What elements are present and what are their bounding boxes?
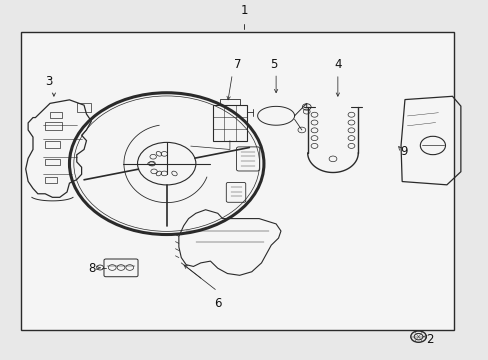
Text: 6: 6: [214, 297, 221, 310]
Bar: [21, 32, 453, 330]
Bar: [45, 159, 60, 166]
Text: 8: 8: [88, 262, 96, 275]
Text: 4: 4: [333, 58, 341, 72]
Bar: [45, 177, 57, 183]
Bar: [50, 112, 62, 118]
Text: 7: 7: [234, 58, 242, 72]
Bar: [77, 103, 91, 112]
Text: 3: 3: [45, 76, 52, 89]
Text: 5: 5: [269, 58, 277, 71]
Bar: [45, 122, 62, 130]
Text: 1: 1: [240, 4, 248, 17]
Bar: [220, 99, 239, 105]
Bar: [45, 141, 60, 148]
Text: 9: 9: [399, 145, 407, 158]
Bar: [212, 105, 246, 141]
Text: 2: 2: [426, 333, 433, 346]
